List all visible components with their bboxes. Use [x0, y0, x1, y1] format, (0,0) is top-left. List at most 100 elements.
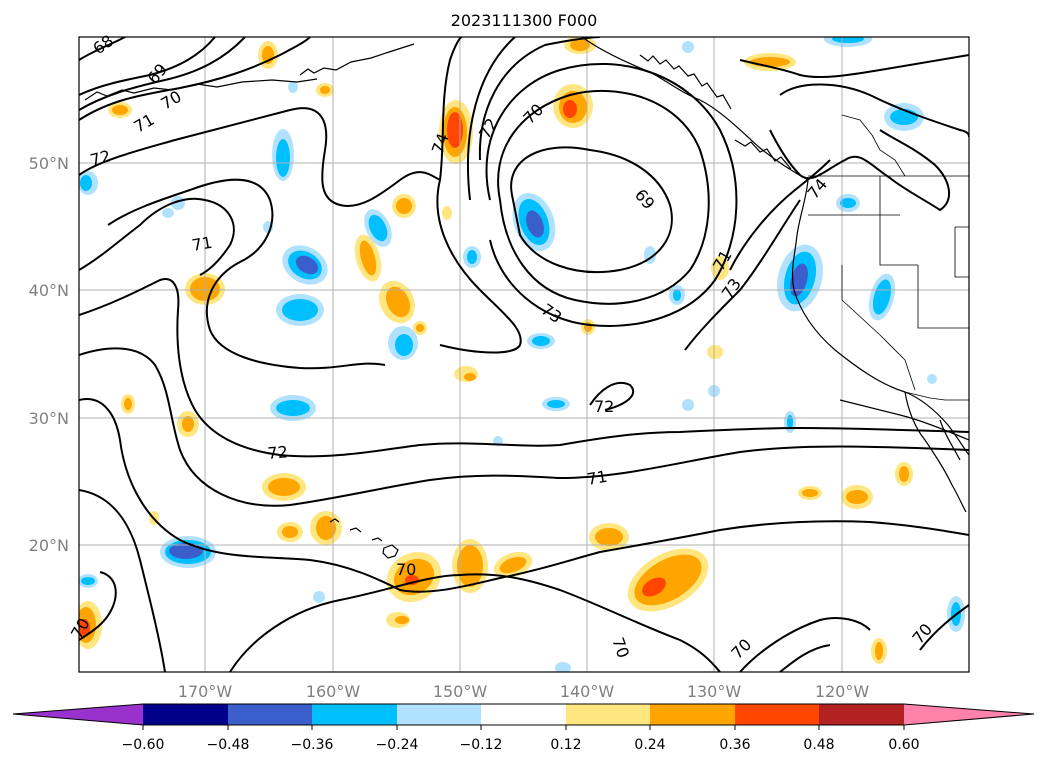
contour-label: 72	[88, 146, 113, 170]
state-border-or-id	[808, 214, 918, 266]
state-border-nv-az	[917, 265, 969, 329]
us-west-coast	[791, 179, 969, 456]
anomaly-patch	[320, 86, 330, 94]
anomaly-patch	[899, 466, 909, 482]
map-title: 2023111300 F000	[451, 11, 598, 30]
anomaly-patch	[276, 139, 290, 177]
canada-province-border	[841, 114, 906, 177]
anomaly-patch	[673, 289, 681, 301]
anomaly-patch	[464, 373, 476, 381]
anomaly-patch	[295, 255, 319, 275]
anomaly-patch	[395, 616, 409, 624]
anomaly-patch	[396, 198, 412, 214]
us-mexico-border	[904, 391, 969, 401]
contour-68-nw	[79, 37, 126, 61]
anomaly-patch	[467, 250, 477, 264]
contour-71-ne	[739, 54, 969, 79]
colorbar-ticks	[142, 725, 905, 730]
colorbar-tick-label: −0.60	[122, 737, 165, 753]
contour-73-east	[729, 159, 831, 271]
anomaly-patch	[750, 57, 790, 67]
colorbar-tick-label: −0.12	[460, 737, 503, 753]
latitude-labels: 50°N 40°N 30°N 20°N	[29, 154, 69, 555]
alexander-archipelago	[639, 54, 732, 110]
state-border-ut	[954, 226, 969, 278]
colorbar-segment	[819, 704, 904, 725]
anomaly-patch	[499, 556, 527, 574]
lat-label: 20°N	[29, 536, 69, 555]
colorbar-segment	[481, 704, 566, 725]
anomaly-patch	[457, 545, 483, 587]
lon-label: 160°W	[306, 682, 361, 701]
contour-label: 72	[594, 397, 614, 416]
anomaly-patch	[555, 662, 571, 672]
contour-74-ridge	[439, 37, 463, 181]
height-contours	[79, 37, 969, 672]
anomaly-patch	[682, 41, 694, 53]
contour-69-closed	[510, 146, 673, 274]
contour-72-ne	[779, 83, 969, 138]
anomaly-patch	[385, 286, 411, 318]
anomaly-patch	[81, 577, 95, 585]
contour-70-sw	[79, 489, 166, 672]
alaska-peninsula	[299, 43, 415, 76]
positive-anomaly-patches	[79, 37, 913, 664]
state-border-ca-nv	[841, 265, 916, 391]
contour-70-sw-small	[79, 571, 117, 641]
anomaly-patch	[276, 400, 310, 416]
contour-72-east	[684, 199, 801, 351]
contour-label: 72	[267, 442, 289, 463]
lat-label: 30°N	[29, 409, 69, 428]
anomaly-patch	[112, 105, 128, 115]
lon-label: 170°W	[178, 682, 233, 701]
lon-label: 140°W	[560, 682, 615, 701]
anomaly-patch	[890, 109, 918, 125]
anomaly-patch	[790, 263, 808, 297]
colorbar-extend-low	[13, 704, 143, 725]
lat-label: 50°N	[29, 154, 69, 173]
colorbar-tick-label: −0.36	[291, 737, 334, 753]
map-background	[79, 37, 969, 672]
anomaly-patch	[368, 214, 388, 242]
anomaly-fills	[79, 37, 965, 672]
contour-70-low	[497, 89, 710, 305]
anomaly-patch	[787, 415, 793, 429]
anomaly-patch	[79, 619, 90, 637]
anomaly-patch	[80, 175, 92, 191]
negative-anomaly-patches	[79, 37, 965, 672]
colorbar-segment	[735, 704, 819, 725]
contour-73-mid	[436, 179, 522, 354]
anomaly-patch	[875, 642, 883, 660]
gridlines	[79, 37, 969, 672]
anomaly-patch	[563, 100, 577, 118]
lat-label: 40°N	[29, 281, 69, 300]
contour-71-west	[79, 197, 235, 276]
anomaly-patch	[595, 528, 623, 546]
colorbar-tick-label: 0.36	[719, 737, 750, 753]
anomaly-patch	[395, 334, 413, 356]
lon-label: 150°W	[433, 682, 488, 701]
colorbar-tick-label: −0.24	[376, 737, 419, 753]
colorbar-segment	[650, 704, 735, 725]
gulf-of-california	[939, 419, 961, 461]
contour-72-small	[589, 382, 635, 411]
anomaly-patch	[442, 206, 452, 220]
anomaly-patch	[927, 374, 937, 384]
anomaly-patch	[313, 591, 325, 603]
colorbar-tick-label: −0.48	[207, 737, 250, 753]
anomaly-patch	[447, 112, 463, 148]
anomaly-patch	[682, 399, 694, 411]
colorbar-tick-label: 0.24	[634, 737, 665, 753]
anomaly-patch	[416, 324, 424, 332]
hawaiian-islands	[329, 518, 399, 559]
anomaly-patch	[532, 336, 550, 346]
anomaly-patch	[846, 490, 868, 504]
anomaly-patch	[707, 345, 723, 359]
anomaly-patch	[359, 240, 377, 276]
contour-70-nw	[79, 37, 246, 111]
bc-islands	[734, 139, 792, 170]
anomaly-patch	[840, 198, 856, 208]
map-area: 68 69 70 71 72 71 74 72 70 69 73 71 73 7…	[67, 31, 970, 673]
colorbar-segment	[143, 704, 228, 725]
